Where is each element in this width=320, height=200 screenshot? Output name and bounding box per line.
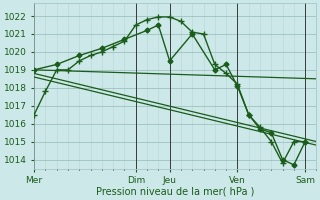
X-axis label: Pression niveau de la mer( hPa ): Pression niveau de la mer( hPa ): [96, 187, 254, 197]
